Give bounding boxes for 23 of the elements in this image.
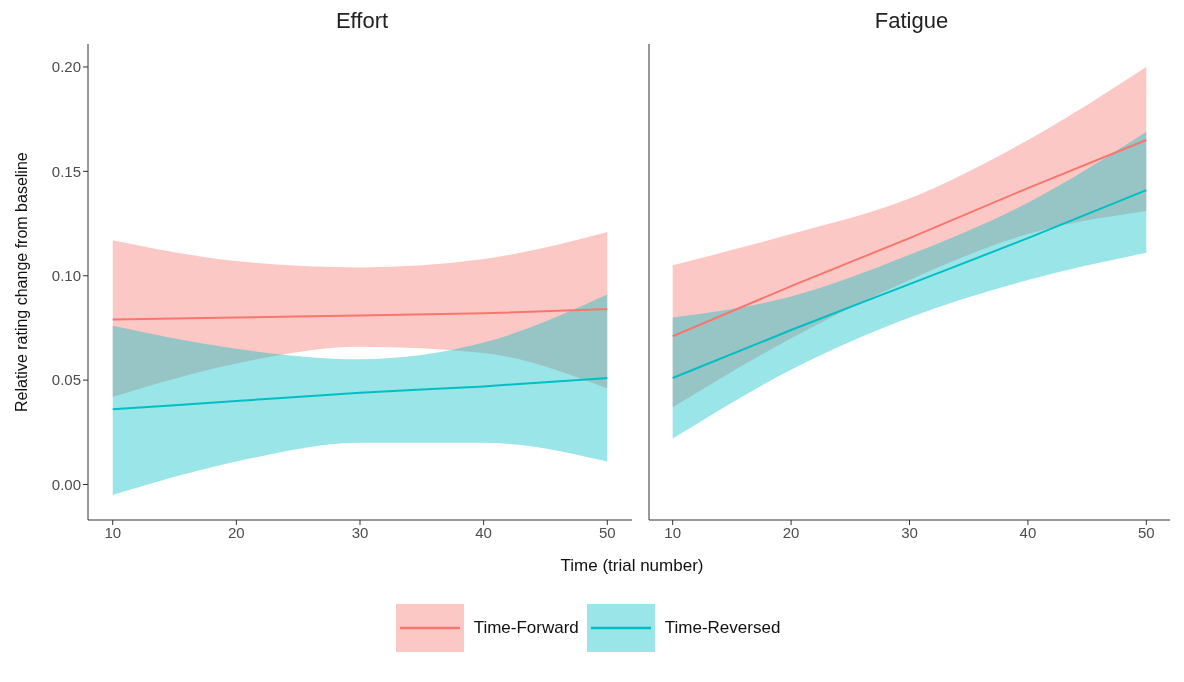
y-tick-label: 0.05 xyxy=(51,371,81,389)
x-tick-label: 50 xyxy=(1137,523,1155,541)
y-tick-label: 0.10 xyxy=(51,267,81,285)
x-axis-title: Time (trial number) xyxy=(559,556,705,576)
x-tick-label: 30 xyxy=(901,523,918,541)
line-series xyxy=(111,377,609,411)
y-tick-label: 0.20 xyxy=(51,58,81,76)
x-tick-label: 10 xyxy=(104,523,122,541)
legend-label: Time-Reversed xyxy=(664,618,781,638)
legend-label: Time-Forward xyxy=(473,618,579,638)
x-tick-label: 40 xyxy=(1019,523,1037,541)
y-tick-label: 0.00 xyxy=(51,475,81,493)
x-tick-label: 30 xyxy=(351,523,369,541)
x-tick-label: 40 xyxy=(475,523,492,541)
line-series xyxy=(111,308,609,321)
chart-title: Fatigue xyxy=(873,8,950,35)
x-tick-label: 50 xyxy=(598,523,616,541)
x-tick-label: 10 xyxy=(664,523,682,541)
y-axis-title: Relative rating change from baseline xyxy=(12,152,30,412)
x-tick-label: 20 xyxy=(782,523,800,541)
y-tick-label: 0.15 xyxy=(51,162,81,180)
chart-title: Effort xyxy=(334,8,390,35)
x-tick-label: 20 xyxy=(228,523,245,541)
